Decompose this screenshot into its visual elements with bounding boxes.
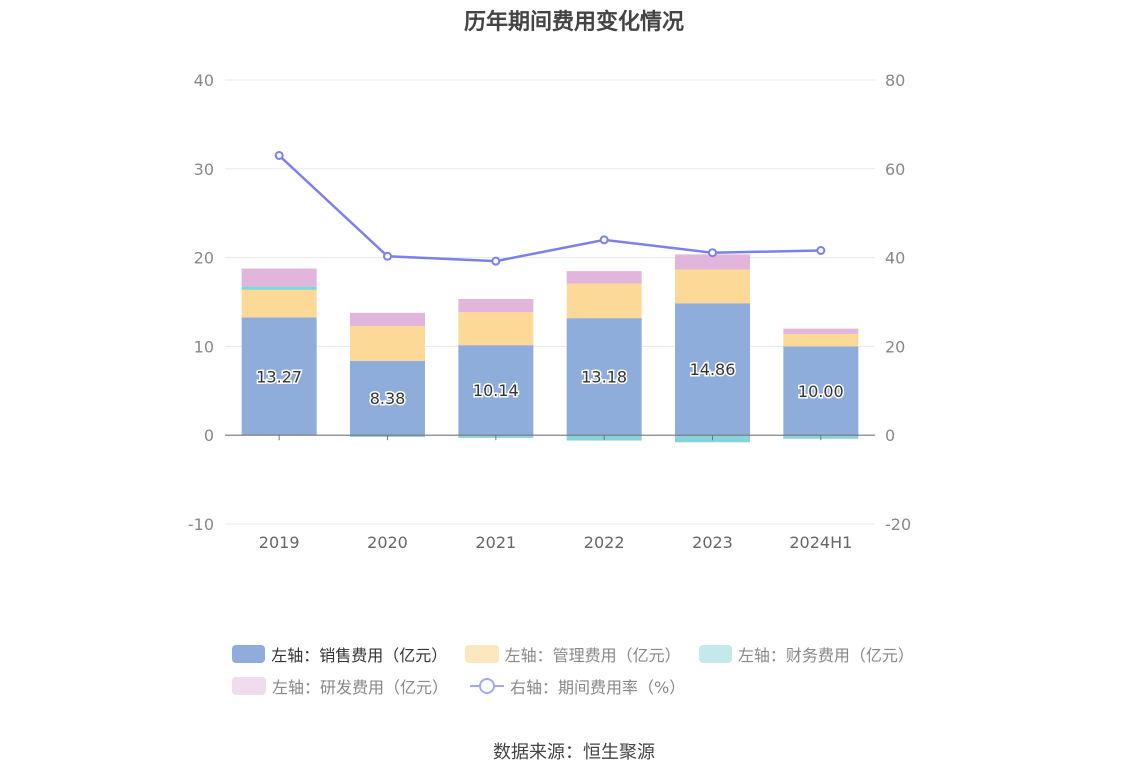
bar-segment [783, 328, 859, 334]
legend-swatch-finance [698, 645, 732, 663]
bar-segment [350, 360, 425, 436]
legend-swatch-admin [465, 645, 499, 663]
expense-ratio-line [278, 154, 821, 263]
legend-item-expense-ratio[interactable]: 右轴：期间费用率（%） [470, 674, 685, 698]
bar-segment [350, 312, 425, 327]
bar-segment [241, 286, 317, 290]
expense-ratio-point [599, 235, 609, 245]
legend: 左轴：销售费用（亿元） 左轴：管理费用（亿元） 左轴：财务费用（亿元） 左轴：研… [232, 638, 932, 702]
expense-ratio-point [816, 245, 826, 255]
right-axis-tick-label: 0 [885, 426, 895, 445]
expense-ratio-point [274, 150, 284, 160]
legend-swatch-rd [232, 677, 266, 695]
left-axis-tick-label: -10 [188, 515, 214, 534]
right-axis-tick-label: 20 [885, 337, 905, 356]
bar-data-label: 13.27 [256, 367, 302, 386]
chart-canvas: -10 0 10 20 30 40 -20 0 20 40 60 80 2019 2020 2021 2022… [188, 71, 911, 552]
bar-segment [241, 289, 317, 318]
bar-data-label: 14.86 [690, 360, 736, 379]
bar-segment [783, 346, 859, 436]
bar-data-label: 10.14 [473, 381, 519, 400]
x-axis-tick-label: 2022 [584, 533, 625, 552]
bar-segment [566, 271, 642, 284]
left-axis-tick-label: 0 [204, 426, 214, 445]
right-axis-tick-label: 40 [885, 249, 905, 268]
legend-item-finance[interactable]: 左轴：财务费用（亿元） [698, 642, 914, 666]
right-axis-tick-label: -20 [885, 515, 911, 534]
legend-item-rd[interactable]: 左轴：研发费用（亿元） [232, 674, 448, 698]
bar-segment [241, 317, 317, 436]
right-axis-tick-label: 80 [885, 71, 905, 90]
bar-segment [675, 254, 750, 270]
bar-segment [675, 269, 750, 304]
bar-segment [675, 303, 750, 436]
bar-segment [458, 312, 534, 346]
x-axis-tick-label: 2020 [367, 533, 408, 552]
bar-segment [458, 345, 534, 436]
right-axis-tick-label: 60 [885, 160, 905, 179]
legend-label-expense-ratio: 右轴：期间费用率（%） [510, 678, 686, 697]
legend-item-admin[interactable]: 左轴：管理费用（亿元） [465, 642, 681, 666]
bar-data-label: 8.38 [370, 389, 406, 408]
bar-data-label: 13.18 [581, 368, 627, 387]
legend-label-admin: 左轴：管理费用（亿元） [504, 646, 681, 665]
legend-swatch-sales [232, 645, 266, 663]
bar-segment [241, 268, 317, 287]
left-axis-tick-label: 30 [194, 160, 214, 179]
legend-swatch-expense-ratio [470, 677, 505, 695]
x-axis-tick-label: 2024H1 [789, 533, 852, 552]
expense-ratio-point [491, 256, 501, 266]
bar-segment [566, 318, 642, 436]
x-axis-tick-label: 2023 [692, 533, 733, 552]
left-axis-tick-label: 20 [194, 249, 214, 268]
bar-segment [458, 298, 534, 313]
left-axis-tick-label: 10 [194, 337, 214, 356]
x-axis-tick-label: 2019 [259, 533, 300, 552]
legend-label-finance: 左轴：财务费用（亿元） [737, 646, 914, 665]
data-source: 数据来源：恒生聚源 [493, 742, 655, 763]
legend-label-rd: 左轴：研发费用（亿元） [272, 678, 449, 697]
legend-item-sales[interactable]: 左轴：销售费用（亿元） [232, 642, 448, 666]
x-axis-tick-label: 2021 [475, 533, 516, 552]
bar-segment [350, 326, 425, 361]
left-axis-tick-label: 40 [194, 71, 214, 90]
bar-data-label: 10.00 [798, 382, 844, 401]
bar-segment [566, 283, 642, 319]
expense-ratio-point [383, 251, 392, 261]
legend-label-sales: 左轴：销售费用（亿元） [271, 646, 448, 665]
bar-segment [783, 333, 859, 347]
chart-title: 历年期间费用变化情况 [463, 10, 684, 35]
expense-ratio-point [708, 248, 717, 258]
